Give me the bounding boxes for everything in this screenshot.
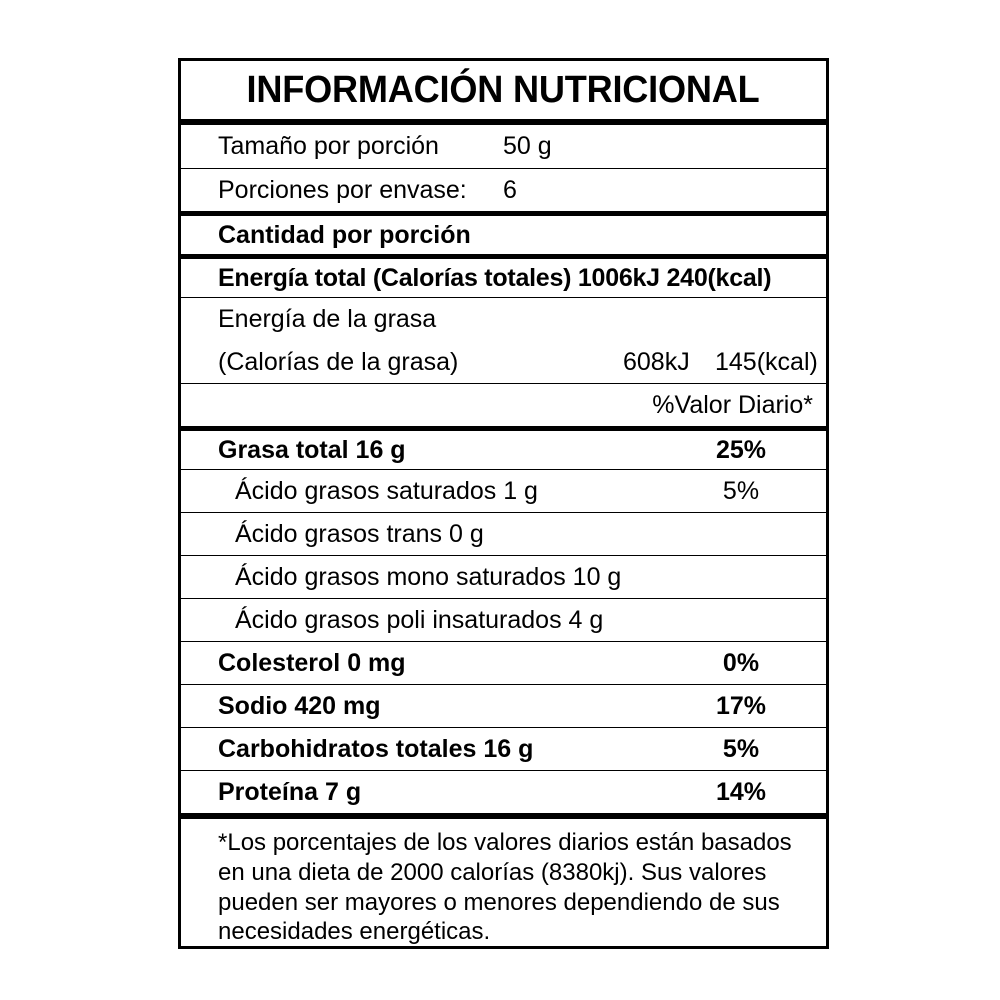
amount-per-serving-row: Cantidad por porción — [181, 211, 826, 254]
energy-total-text: Energía total (Calorías totales) 1006kJ … — [218, 263, 772, 292]
nutrient-name: Grasa total 16 g — [218, 435, 406, 464]
energy-from-fat-label: Energía de la grasa — [218, 305, 437, 333]
calories-from-fat-label: (Calorías de la grasa) — [218, 348, 459, 376]
nutrient-name: Ácido grasos poli insaturados 4 g — [235, 605, 604, 634]
daily-value-header-row: %Valor Diario* — [181, 383, 826, 426]
nutrient-percent: 0% — [722, 648, 760, 677]
panel-title-text: INFORMACIÓN NUTRICIONAL — [246, 68, 761, 111]
nutrient-name: Colesterol 0 mg — [218, 648, 406, 677]
energy-from-fat-row: Energía de la grasa (Calorías de la gras… — [181, 297, 826, 383]
nutrient-row-mono-saturados: Ácido grasos mono saturados 10 g — [181, 555, 826, 598]
daily-value-header-text: %Valor Diario* — [652, 390, 813, 419]
servings-per-container-label: Porciones por envase: — [218, 175, 467, 204]
servings-per-container-row: Porciones por envase: 6 — [181, 168, 826, 211]
energy-from-fat-line-1: Energía de la grasa — [218, 298, 817, 341]
nutrient-name: Sodio 420 mg — [218, 691, 381, 720]
energy-from-fat-kcal-value: 145(kcal) — [715, 348, 818, 376]
nutrient-name: Carbohidratos totales 16 g — [218, 734, 534, 763]
nutrient-percent: 5% — [722, 734, 760, 763]
nutrient-row-colesterol: Colesterol 0 mg 0% — [181, 641, 826, 684]
nutrient-row-grasa-total: Grasa total 16 g 25% — [181, 426, 826, 469]
footnote-row: *Los porcentajes de los valores diarios … — [181, 813, 826, 957]
nutrient-percent: 14% — [715, 777, 767, 806]
serving-size-row: Tamaño por porción 50 g — [181, 125, 826, 168]
nutrient-row-saturados: Ácido grasos saturados 1 g 5% — [181, 469, 826, 512]
nutrient-name: Ácido grasos saturados 1 g — [235, 476, 538, 505]
nutrition-facts-panel: INFORMACIÓN NUTRICIONAL Tamaño por porci… — [178, 58, 829, 949]
energy-total-row: Energía total (Calorías totales) 1006kJ … — [181, 254, 826, 297]
panel-title: INFORMACIÓN NUTRICIONAL — [181, 61, 826, 125]
footnote-text: *Los porcentajes de los valores diarios … — [218, 829, 792, 946]
energy-from-fat-kj-value: 608kJ — [623, 348, 690, 376]
nutrient-percent: 5% — [722, 476, 760, 505]
nutrient-name: Ácido grasos mono saturados 10 g — [235, 562, 622, 591]
amount-per-serving-label: Cantidad por porción — [218, 220, 471, 249]
nutrient-name: Proteína 7 g — [218, 777, 362, 806]
nutrient-percent: 17% — [715, 691, 767, 720]
nutrient-row-poli-insaturados: Ácido grasos poli insaturados 4 g — [181, 598, 826, 641]
energy-from-fat-line-2: (Calorías de la grasa) 608kJ 145(kcal) — [218, 341, 818, 384]
nutrient-row-sodio: Sodio 420 mg 17% — [181, 684, 826, 727]
serving-size-label: Tamaño por porción — [218, 132, 439, 160]
nutrient-row-trans: Ácido grasos trans 0 g — [181, 512, 826, 555]
serving-size-value: 50 g — [503, 132, 552, 160]
nutrient-name: Ácido grasos trans 0 g — [235, 519, 484, 548]
nutrient-row-proteina: Proteína 7 g 14% — [181, 770, 826, 813]
nutrition-rows: Tamaño por porción 50 g Porciones por en… — [181, 125, 826, 957]
nutrient-percent: 25% — [715, 435, 767, 464]
nutrient-row-carbohidratos: Carbohidratos totales 16 g 5% — [181, 727, 826, 770]
servings-per-container-value: 6 — [503, 175, 517, 204]
